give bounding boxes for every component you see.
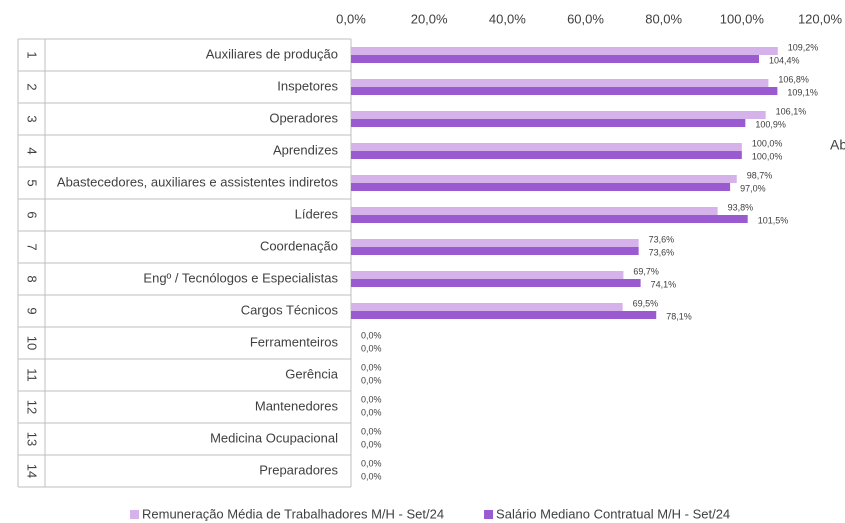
- value-label: 106,8%: [778, 74, 809, 84]
- bar: [351, 311, 657, 319]
- bar: [351, 55, 760, 63]
- value-label: 0,0%: [361, 375, 382, 385]
- bar: [351, 151, 742, 159]
- y-tick-label: Engº / Tecnólogos e Especialistas: [143, 270, 338, 285]
- value-label: 73,6%: [649, 247, 675, 257]
- row-number: 14: [25, 464, 40, 478]
- bar: [351, 175, 737, 183]
- x-tick-label: 0,0%: [336, 11, 366, 26]
- bar: [351, 47, 778, 55]
- bar: [351, 247, 639, 255]
- legend-label: Remuneração Média de Trabalhadores M/H -…: [142, 506, 444, 521]
- value-label: 93,8%: [728, 202, 754, 212]
- row-number: 13: [25, 432, 40, 446]
- value-label: 0,0%: [361, 458, 382, 468]
- bar: [351, 303, 623, 311]
- row-number: 7: [25, 243, 40, 250]
- y-tick-label: Abastecedores, auxiliares e assistentes …: [57, 174, 339, 189]
- legend-label: Salário Mediano Contratual M/H - Set/24: [496, 506, 730, 521]
- value-label: 100,9%: [755, 119, 786, 129]
- y-tick-label: Aprendizes: [273, 142, 339, 157]
- bar: [351, 215, 748, 223]
- row-number: 8: [25, 275, 40, 282]
- value-label: 101,5%: [758, 215, 789, 225]
- row-number: 3: [25, 115, 40, 122]
- row-number: 6: [25, 211, 40, 218]
- row-number: 1: [25, 51, 40, 58]
- y-tick-label: Inspetores: [277, 78, 338, 93]
- x-tick-label: 60,0%: [567, 11, 604, 26]
- bar: [351, 279, 641, 287]
- value-label: 0,0%: [361, 439, 382, 449]
- x-tick-label: 100,0%: [720, 11, 765, 26]
- value-label: 74,1%: [651, 279, 677, 289]
- value-label: 69,7%: [633, 266, 659, 276]
- x-tick-label: 20,0%: [411, 11, 448, 26]
- y-tick-label: Operadores: [269, 110, 338, 125]
- value-label: 0,0%: [361, 471, 382, 481]
- x-tick-label: 120,0%: [798, 11, 843, 26]
- bar: [351, 119, 746, 127]
- row-number: 10: [25, 336, 40, 350]
- y-tick-label: Auxiliares de produção: [206, 46, 338, 61]
- value-label: 69,5%: [633, 298, 659, 308]
- row-number: 4: [25, 147, 40, 154]
- value-label: 0,0%: [361, 362, 382, 372]
- x-tick-label: 40,0%: [489, 11, 526, 26]
- value-label: 98,7%: [747, 170, 773, 180]
- bar: [351, 271, 624, 279]
- row-number: 5: [25, 179, 40, 186]
- value-label: 104,4%: [769, 55, 800, 65]
- value-label: 100,0%: [752, 138, 783, 148]
- y-tick-label: Cargos Técnicos: [241, 302, 339, 317]
- y-tick-label: Gerência: [285, 366, 339, 381]
- bar: [351, 143, 742, 151]
- row-number: 2: [25, 83, 40, 90]
- y-tick-label: Líderes: [295, 206, 339, 221]
- value-label: 0,0%: [361, 394, 382, 404]
- value-label: 97,0%: [740, 183, 766, 193]
- bar: [351, 239, 639, 247]
- row-number: 9: [25, 307, 40, 314]
- value-label: 0,0%: [361, 407, 382, 417]
- value-label: 100,0%: [752, 151, 783, 161]
- value-label: 109,2%: [788, 42, 819, 52]
- legend-swatch: [130, 510, 139, 519]
- y-tick-label: Medicina Ocupacional: [210, 430, 338, 445]
- value-label: 0,0%: [361, 426, 382, 436]
- bar: [351, 183, 731, 191]
- x-tick-label: 80,0%: [645, 11, 682, 26]
- y-tick-label: Ferramenteiros: [250, 334, 339, 349]
- y-tick-label: Preparadores: [259, 462, 338, 477]
- value-label: 109,1%: [787, 87, 818, 97]
- bar: [351, 79, 769, 87]
- value-label: 0,0%: [361, 343, 382, 353]
- bar: [351, 111, 766, 119]
- annotation: Ab: [830, 137, 845, 153]
- y-tick-label: Mantenedores: [255, 398, 339, 413]
- value-label: 0,0%: [361, 330, 382, 340]
- legend-swatch: [484, 510, 494, 519]
- value-label: 106,1%: [776, 106, 807, 116]
- row-number: 11: [25, 368, 40, 382]
- bar: [351, 87, 778, 95]
- value-label: 73,6%: [649, 234, 675, 244]
- bar: [351, 207, 718, 215]
- row-number: 12: [25, 400, 40, 414]
- value-label: 78,1%: [666, 311, 692, 321]
- y-tick-label: Coordenação: [260, 238, 338, 253]
